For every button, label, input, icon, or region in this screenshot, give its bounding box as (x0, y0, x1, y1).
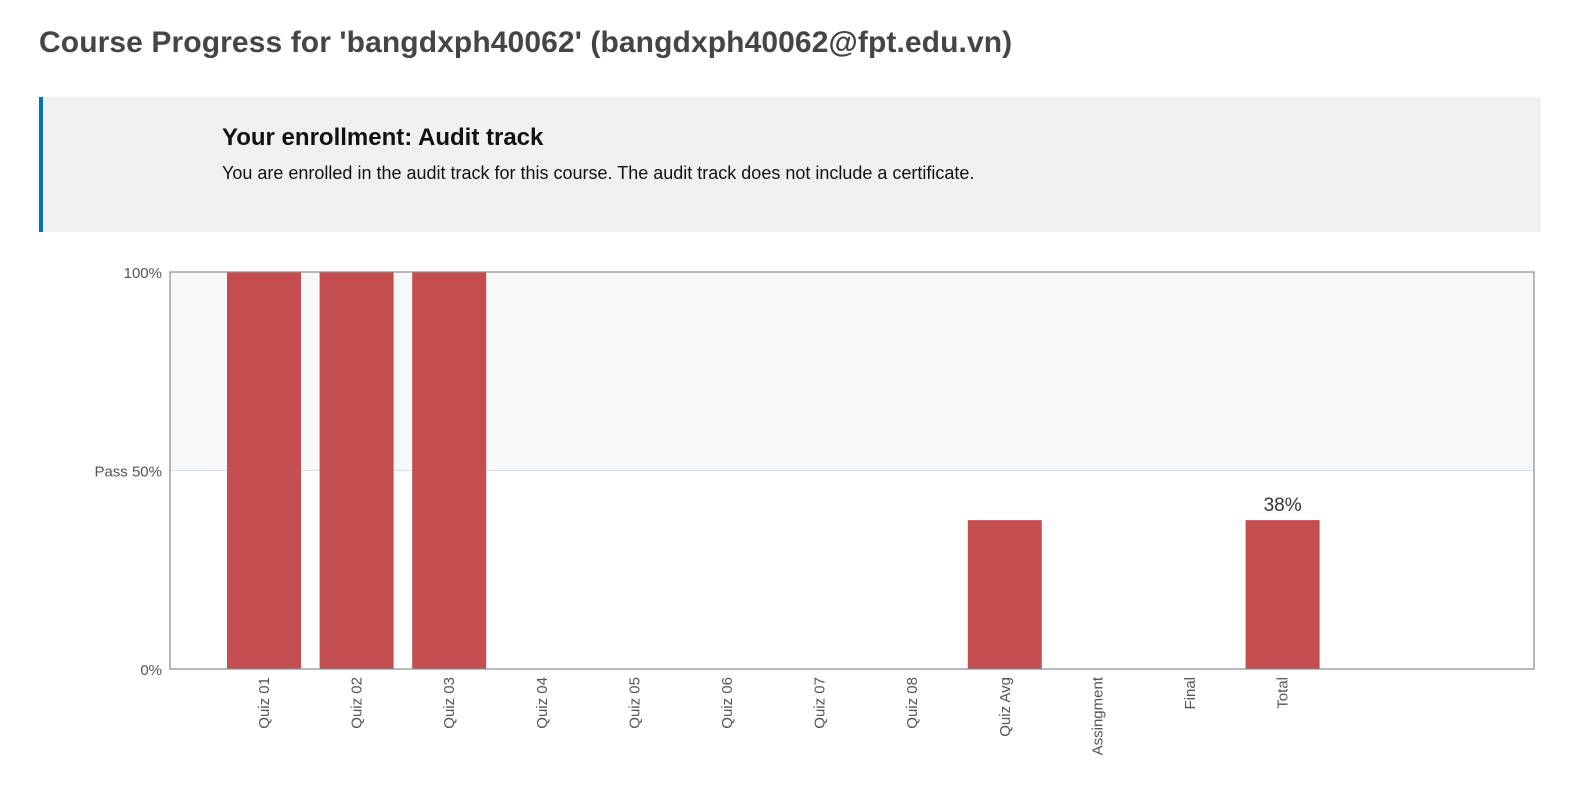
y-tick-label: 100% (124, 265, 162, 282)
x-tick-label: Quiz 05 (626, 677, 643, 729)
x-tick-label: Total (1275, 677, 1292, 709)
x-tick-label: Quiz 08 (904, 677, 921, 729)
x-tick-label: Final (1182, 677, 1199, 710)
bar-quiz-02 (319, 272, 394, 669)
data-label: 38% (1264, 495, 1302, 516)
x-tick-label: Quiz Avg (997, 677, 1014, 737)
bar-quiz-avg (967, 520, 1042, 669)
plot-frame (169, 271, 1535, 670)
enrollment-message: You are enrolled in the audit track for … (222, 163, 975, 183)
x-tick-label: Quiz 07 (812, 677, 829, 729)
enrollment-message-box: Your enrollment: Audit track You are enr… (39, 97, 1541, 232)
bar-quiz-03 (412, 272, 487, 669)
x-tick-label: Quiz 01 (256, 677, 273, 729)
bar-quiz-01 (227, 272, 301, 669)
page-title: Course Progress for 'bangdxph40062' (ban… (39, 26, 1013, 59)
enrollment-title: Your enrollment: Audit track (222, 124, 544, 151)
x-axis: Quiz 01 Quiz 02 Quiz 03 Quiz 04 Quiz 05 Quiz … (256, 676, 1292, 755)
y-tick-label: Pass 50% (94, 464, 162, 481)
grade-chart: 0%Pass 50%100% Quiz 01 Quiz 02 Quiz 03 Quiz… (94, 265, 1535, 755)
bar-total (1245, 520, 1320, 669)
y-axis: 0% Pass 50% 100% (94, 265, 162, 679)
bars-layer (227, 272, 1320, 669)
x-tick-label: Quiz 06 (719, 677, 736, 729)
x-tick-label: Quiz 02 (349, 677, 366, 729)
annotations: 38% (1264, 495, 1302, 516)
x-tick-label: Quiz 03 (441, 677, 458, 729)
y-tick-label: 0% (140, 662, 162, 679)
x-tick-label: Assingment (1089, 676, 1106, 755)
pass-region (170, 272, 1534, 471)
x-tick-label: Quiz 04 (534, 677, 551, 729)
